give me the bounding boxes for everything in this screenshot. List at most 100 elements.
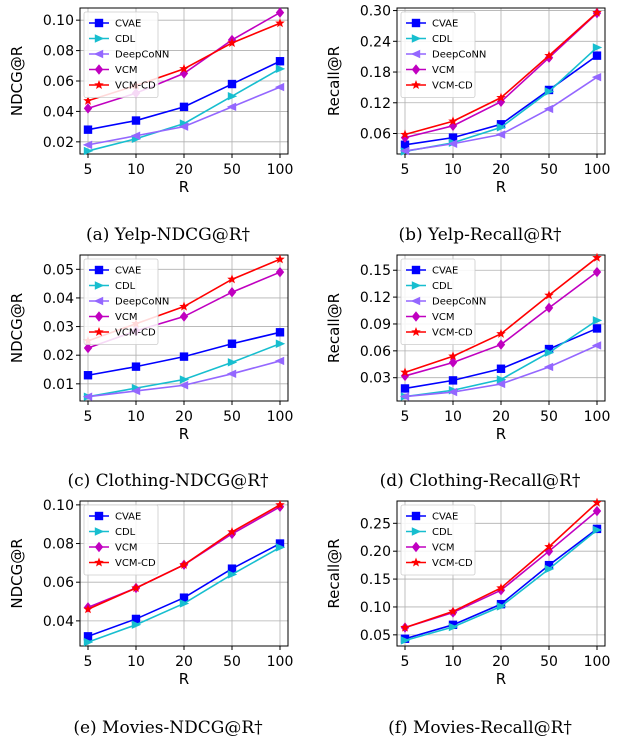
legend-marker-cdl [94, 34, 105, 43]
y-tick-label: 0.10 [360, 600, 391, 616]
x-tick-label: 100 [584, 162, 611, 178]
data-point-vcm-cd [227, 274, 237, 284]
chart-panel-4: 5 10 20 50 100 0.03 0.06 0.09 0.12 0.15 R Recall@R C… [325, 252, 610, 491]
legend-label-cvae: CVAE [432, 19, 458, 30]
data-point-cvae [83, 125, 93, 134]
legend-label-deepconn: DeepCoNN [432, 297, 486, 308]
legend-marker-vcm [94, 311, 104, 322]
x-tick-label: 5 [401, 654, 410, 670]
data-point-deepconn [274, 356, 285, 366]
data-point-vcm-cd [544, 290, 554, 300]
legend-label-cvae: CVAE [432, 266, 458, 277]
data-point-vcm-cd [400, 367, 410, 377]
data-point-cdl [227, 570, 238, 579]
x-axis-label: R [179, 670, 189, 688]
legend-marker-deepconn [410, 296, 421, 306]
data-point-cdl [400, 636, 411, 645]
data-point-cvae [131, 362, 141, 371]
x-tick-label: 5 [84, 654, 93, 670]
legend-marker-vcm [94, 64, 104, 75]
x-tick-label: 10 [127, 654, 145, 670]
data-point-vcm [227, 287, 237, 298]
y-tick-label: 0.06 [43, 575, 74, 591]
y-tick-label: 0.04 [43, 291, 74, 307]
data-point-cvae [131, 614, 141, 624]
panel-caption: (e) Movies-NDCG@R† [73, 718, 263, 738]
x-tick-label: 100 [584, 654, 611, 670]
data-point-deepconn [399, 392, 410, 401]
y-tick-label: 0.08 [43, 44, 74, 60]
data-point-deepconn [82, 392, 93, 401]
data-point-deepconn [82, 140, 93, 150]
y-tick-label: 0.04 [43, 104, 74, 120]
legend-marker-vcm-cd [411, 80, 421, 90]
y-tick-label: 0.09 [360, 317, 391, 333]
data-point-cvae [496, 364, 506, 373]
x-tick-label: 10 [127, 409, 145, 425]
legend-label-vcm: VCM [115, 65, 137, 76]
data-point-cdl [592, 525, 603, 535]
legend: CVAE CDL DeepCoNN VCM VCM-CD [83, 11, 169, 98]
data-point-cvae [448, 376, 458, 385]
legend-label-vcm-cd: VCM-CD [432, 328, 473, 339]
data-point-deepconn [591, 341, 602, 350]
data-point-vcm [275, 7, 285, 18]
legend-marker-cdl [411, 34, 422, 43]
data-point-vcm [400, 370, 410, 382]
legend-label-cdl: CDL [115, 281, 136, 292]
legend-label-vcm-cd: VCM-CD [115, 81, 156, 92]
legend-label-vcm: VCM [115, 543, 137, 554]
y-axis-label: NDCG@R [8, 46, 26, 116]
y-tick-label: 0.25 [360, 516, 391, 532]
panel-caption: (b) Yelp-Recall@R† [398, 225, 562, 245]
y-tick-label: 0.02 [43, 348, 74, 364]
data-point-vcm [179, 68, 189, 79]
legend: CVAE CDL VCM VCM-CD [83, 504, 159, 576]
data-point-vcm [179, 311, 189, 322]
data-point-vcm-cd [275, 499, 285, 509]
legend-marker-deepconn [93, 296, 104, 306]
data-point-cdl [592, 43, 603, 52]
data-point-cdl [83, 637, 94, 647]
data-point-vcm-cd [592, 252, 602, 262]
data-point-cvae [400, 140, 410, 149]
x-tick-label: 20 [175, 654, 193, 670]
legend-box [83, 258, 159, 345]
x-tick-label: 10 [444, 409, 462, 425]
y-tick-label: 0.30 [360, 4, 391, 20]
legend-marker-cvae [94, 265, 104, 275]
chart-panel-3: 5 10 20 50 100 0.01 0.02 0.03 0.04 0.05 R NDCG@R CVA… [8, 254, 293, 491]
legend-marker-vcm-cd [411, 557, 421, 567]
data-point-cvae [544, 344, 554, 354]
legend-label-cvae: CVAE [115, 266, 141, 277]
legend-box [83, 11, 159, 98]
x-tick-label: 50 [223, 409, 241, 425]
data-point-vcm-cd [592, 497, 602, 507]
data-point-vcm-cd [496, 583, 506, 593]
legend-marker-cvae [411, 265, 421, 275]
legend-box [83, 504, 159, 576]
legend-label-vcm-cd: VCM-CD [115, 328, 156, 339]
legend-marker-vcm-cd [94, 80, 104, 90]
data-point-vcm-cd [400, 129, 410, 139]
data-point-vcm-cd [83, 604, 93, 614]
data-point-cvae [179, 102, 189, 112]
y-axis-label: NDCG@R [8, 538, 26, 608]
data-point-vcm-cd [131, 583, 141, 593]
legend-label-deepconn: DeepCoNN [115, 297, 169, 308]
data-point-vcm-cd [496, 328, 506, 338]
x-tick-label: 50 [223, 162, 241, 178]
y-tick-label: 0.15 [360, 572, 391, 588]
legend-marker-cdl [94, 527, 105, 536]
data-point-deepconn [274, 82, 285, 92]
x-tick-label: 5 [84, 162, 93, 178]
x-tick-label: 5 [401, 409, 410, 425]
x-tick-label: 20 [492, 409, 510, 425]
data-point-cdl [179, 375, 190, 384]
data-point-deepconn [130, 131, 141, 140]
chart-panel-2: 5 10 20 50 100 0.06 0.12 0.18 0.24 0.30 R Recall@R C… [325, 4, 610, 245]
chart-panel-1: 5 10 20 50 100 0.02 0.04 0.06 0.08 0.10 R NDCG@R CVA… [8, 7, 293, 245]
legend-label-vcm-cd: VCM-CD [432, 81, 473, 92]
legend-label-vcm: VCM [432, 543, 454, 554]
legend: CVAE CDL DeepCoNN VCM VCM-CD [400, 258, 486, 345]
